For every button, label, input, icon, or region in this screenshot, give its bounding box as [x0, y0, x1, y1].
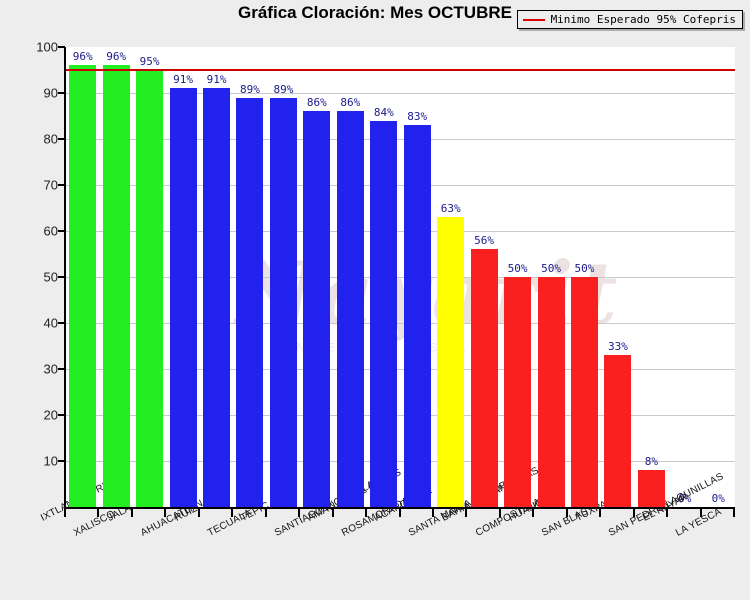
bar-value-label: 96% — [106, 50, 127, 64]
bar-value-label: 95% — [139, 55, 160, 68]
y-axis-tick-mark — [58, 46, 65, 48]
x-axis-tick-mark — [431, 509, 434, 517]
x-axis-tick-mark — [331, 509, 334, 517]
legend-threshold-line-swatch — [522, 18, 545, 21]
bar-value-label: 91% — [206, 73, 227, 87]
x-axis-tick-mark — [498, 509, 501, 517]
y-axis-tick-mark — [58, 230, 65, 232]
gridline — [66, 369, 735, 370]
bar[interactable] — [269, 97, 297, 507]
bar-value-label: 96% — [72, 50, 93, 64]
x-axis-tick-mark — [365, 509, 368, 517]
x-axis-tick-mark — [164, 509, 167, 517]
bar[interactable] — [604, 355, 632, 507]
y-axis-tick-label: 10 — [43, 453, 58, 469]
x-axis-tick-mark — [532, 509, 535, 517]
x-axis-tick-mark — [632, 509, 635, 517]
bar-value-label: 91% — [173, 73, 193, 87]
gridline — [66, 277, 735, 278]
y-axis-tick-label: 100 — [36, 39, 58, 55]
y-axis-tick-label: 90 — [43, 85, 58, 101]
bar[interactable] — [136, 70, 164, 507]
y-axis-tick-label: 60 — [43, 223, 58, 239]
bar[interactable] — [437, 217, 465, 507]
plot-inner: Nayarit NUESTRO ESTADO 96%96%95%91%91%89… — [66, 47, 735, 507]
gridline — [66, 231, 735, 232]
y-axis-tick-label: 50 — [43, 269, 58, 285]
bar-value-label: 86% — [340, 96, 361, 110]
bar-value-label: 33% — [607, 340, 628, 354]
gridline — [66, 139, 735, 140]
x-axis-tick-mark — [699, 509, 702, 517]
bar[interactable] — [537, 277, 565, 507]
y-axis-tick-mark — [58, 414, 65, 416]
y-axis-tick-label: 20 — [43, 407, 58, 423]
bar-value-label: 63% — [440, 202, 461, 216]
x-axis-tick-mark — [666, 509, 669, 517]
x-axis-tick-mark — [465, 509, 468, 517]
y-axis-tick-mark — [58, 322, 65, 324]
chart-legend: Minimo Esperado 95% Cofepris — [516, 10, 743, 29]
bar[interactable] — [370, 120, 398, 507]
bar[interactable] — [403, 125, 431, 507]
gridline — [66, 93, 735, 94]
gridline — [66, 185, 735, 186]
bar[interactable] — [470, 249, 498, 507]
y-axis-tick-mark — [58, 92, 65, 94]
bar[interactable] — [102, 65, 130, 507]
y-axis-tick-label: 80 — [43, 131, 58, 147]
x-axis-tick-mark — [733, 509, 735, 517]
bar-value-label: 8% — [644, 455, 658, 469]
x-axis-tick-mark — [130, 509, 133, 517]
bar-value-label: 50% — [574, 262, 595, 275]
bar-value-label: 84% — [373, 105, 394, 119]
bar[interactable] — [336, 111, 364, 507]
y-axis-tick-mark — [58, 138, 65, 140]
y-axis-tick-mark — [58, 368, 65, 370]
bar-value-label: 89% — [240, 82, 260, 96]
bar-value-label: 86% — [306, 96, 327, 110]
x-axis-tick-mark — [264, 509, 267, 517]
bar[interactable] — [637, 470, 665, 507]
bar[interactable] — [203, 88, 231, 507]
bar-value-label: 83% — [407, 110, 428, 124]
y-axis-tick-mark — [58, 276, 65, 278]
gridline — [66, 323, 735, 324]
x-axis-tick-mark — [599, 509, 602, 517]
x-axis-tick-mark — [231, 509, 234, 517]
y-axis-tick-label: 70 — [43, 177, 58, 193]
bar-value-label: 56% — [474, 234, 495, 248]
threshold-line-95 — [66, 69, 735, 71]
y-axis-tick-label: 30 — [43, 361, 58, 377]
x-axis-tick-mark — [298, 509, 301, 517]
bar-value-label: 89% — [273, 82, 294, 96]
bar[interactable] — [69, 65, 97, 507]
x-axis-tick-mark — [64, 509, 66, 517]
bar[interactable] — [169, 88, 197, 507]
y-axis-tick-mark — [58, 184, 65, 186]
gridline — [66, 461, 735, 462]
bar-value-label: 0% — [678, 492, 692, 505]
y-axis-tick-label: 40 — [43, 315, 58, 331]
bar[interactable] — [236, 97, 264, 507]
y-axis-tick-mark — [58, 460, 65, 462]
bar[interactable] — [570, 277, 598, 507]
x-axis-tick-mark — [398, 509, 401, 517]
bar[interactable] — [303, 111, 331, 507]
bar-value-label: 50% — [507, 262, 528, 275]
bar-value-label: 50% — [541, 262, 561, 275]
bar-value-label: 0% — [711, 492, 725, 505]
x-axis-tick-mark — [197, 509, 200, 517]
plot-area: Nayarit NUESTRO ESTADO 96%96%95%91%91%89… — [64, 47, 735, 509]
x-axis-tick-mark — [97, 509, 100, 517]
bar[interactable] — [504, 277, 532, 507]
chart-title: Gráfica Cloración: Mes OCTUBRE — [238, 3, 512, 22]
x-axis-tick-mark — [565, 509, 568, 517]
gridline — [66, 415, 735, 416]
legend-threshold-label: Minimo Esperado 95% Cofepris — [550, 13, 736, 26]
